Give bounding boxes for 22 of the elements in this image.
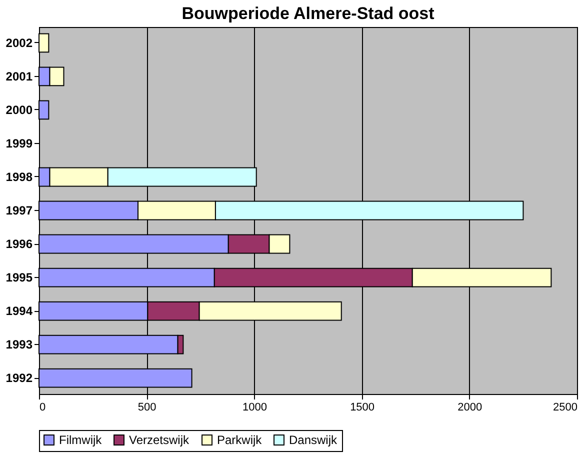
- y-tick-label: 2002: [6, 36, 33, 50]
- x-tick-label: 1500: [350, 402, 375, 414]
- y-tick-label: 1998: [6, 170, 33, 184]
- y-tick-label: 1995: [6, 270, 33, 285]
- y-tick-label: 1996: [6, 237, 33, 252]
- x-tick-label: 500: [138, 402, 156, 414]
- x-tick-label: 1000: [242, 402, 267, 414]
- y-tick-label: 1994: [6, 304, 33, 318]
- legend-label: Parkwijk: [217, 433, 263, 447]
- y-tick-label: 1992: [6, 371, 33, 386]
- legend-label: Verzetswijk: [129, 433, 190, 447]
- y-tick-label: 2000: [6, 102, 33, 117]
- chart-title: Bouwperiode Almere-Stad oost: [182, 4, 435, 23]
- x-tick-label: 0: [40, 402, 46, 414]
- x-tick-label: 2000: [458, 402, 482, 414]
- y-tick-label: 1999: [6, 136, 33, 150]
- legend-label: Filmwijk: [59, 433, 103, 447]
- y-tick-label: 1997: [6, 204, 33, 218]
- y-tick-label: 1993: [6, 338, 33, 352]
- y-tick-label: 2001: [6, 69, 33, 84]
- legend-label: Danswijk: [289, 433, 338, 447]
- x-tick-label: 2500: [553, 402, 578, 414]
